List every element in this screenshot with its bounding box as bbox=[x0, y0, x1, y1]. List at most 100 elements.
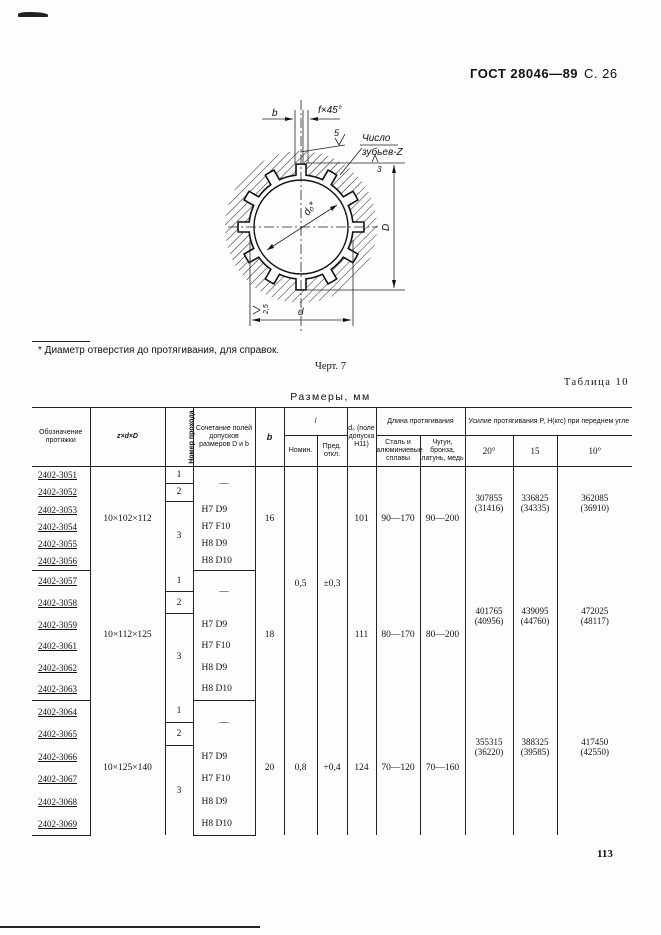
label-roughness-top: 5 bbox=[334, 128, 340, 138]
table-body: 2402-3051 10×102×112 1—16 0,5 ±0,3 101 90—170 9… bbox=[32, 466, 633, 836]
force-newton: 472025 bbox=[581, 605, 609, 616]
combo-cell: H8 D9 bbox=[192, 535, 255, 553]
designation-cell: 2402-3058 bbox=[32, 591, 91, 614]
designation-cell: 2402-3052 bbox=[32, 483, 91, 502]
force-newton: 336825 bbox=[521, 493, 549, 504]
table-row: 2402-3058 2 bbox=[32, 591, 632, 615]
b-cell: 20 bbox=[254, 700, 285, 836]
force-kgf: (44760) bbox=[520, 615, 550, 626]
pass-number-cell: 1 bbox=[164, 570, 194, 593]
designation-cell: 2402-3054 bbox=[32, 518, 91, 536]
combo-cell: H7 D9 bbox=[192, 613, 255, 636]
combo-cell: H7 D9 bbox=[192, 501, 255, 519]
combo-cell: H8 D9 bbox=[192, 790, 255, 813]
hatched-section bbox=[225, 151, 377, 303]
force-kgf: (48117) bbox=[580, 615, 609, 626]
d0-cell: 101 bbox=[346, 466, 377, 571]
force-kgf: (31416) bbox=[474, 503, 504, 514]
force-cell: 355315 (36220) bbox=[464, 700, 514, 836]
designation-cell: 2402-3055 bbox=[32, 535, 91, 553]
force-kgf: (34335) bbox=[520, 503, 550, 514]
designation-cell: 2402-3064 bbox=[32, 700, 91, 723]
force-kgf: (36220) bbox=[474, 747, 504, 758]
table-row: 2402-3068 H8 D9 bbox=[32, 790, 632, 813]
footnote-divider bbox=[32, 341, 90, 342]
combo-cell: H7 F10 bbox=[192, 767, 255, 791]
l-deviation-cell: +0,4 bbox=[316, 700, 348, 836]
table-row: 2402-3063 H8 D10 bbox=[32, 678, 632, 701]
table-row: 2402-3059 3 H7 D9 bbox=[32, 613, 632, 701]
header-l-dev: Пред. откл. bbox=[316, 435, 348, 467]
combo-cell: — bbox=[192, 700, 256, 746]
force-cell: 336825 (34335) bbox=[512, 466, 558, 571]
force-kgf: (40956) bbox=[474, 615, 504, 626]
designation-cell: 2402-3057 bbox=[32, 570, 91, 592]
force-newton: 388325 bbox=[521, 737, 549, 748]
combo-cell: H7 F10 bbox=[192, 635, 255, 658]
table-row: 2402-3067 H7 F10 bbox=[32, 767, 632, 791]
designation-cell: 2402-3066 bbox=[32, 745, 91, 768]
force-newton: 307855 bbox=[475, 493, 503, 504]
label-d0: d₀* bbox=[302, 199, 319, 217]
designation-cell: 2402-3056 bbox=[32, 552, 91, 571]
header-length-steel: Сталь и алюминиевые сплавы bbox=[375, 435, 423, 467]
pass-number-cell: 1 bbox=[164, 700, 194, 724]
designation-cell: 2402-3062 bbox=[32, 657, 91, 679]
designation-cell: 2402-3061 bbox=[32, 635, 91, 658]
pass-number-cell: 2 bbox=[164, 722, 193, 746]
table-row: 2402-3069 H8 D10 bbox=[32, 812, 632, 836]
combo-cell: H8 D9 bbox=[192, 657, 255, 679]
zdD-cell: 10×125×140 bbox=[89, 700, 166, 836]
header-l: l bbox=[283, 407, 348, 436]
length-steel-cell: 90—170 bbox=[375, 466, 421, 571]
table-row: 2402-3056 H8 D10 bbox=[32, 552, 632, 571]
header-angle-20: 20° bbox=[464, 435, 514, 467]
header-l-nom: Номин. bbox=[284, 435, 318, 467]
force-cell: 439095 (44760) bbox=[512, 570, 558, 701]
standard-number: ГОСТ 28046—89 bbox=[470, 66, 579, 81]
label-teeth-count-1: Число bbox=[362, 133, 391, 144]
label-chamfer: f×45° bbox=[318, 105, 342, 116]
pass-number-cell: 2 bbox=[164, 591, 193, 615]
table-row: 2402-3055 H8 D9 bbox=[32, 535, 632, 553]
header-angle-10: 10° bbox=[556, 435, 633, 467]
zdD-cell: 10×102×112 bbox=[89, 466, 166, 571]
force-kgf: (39585) bbox=[520, 747, 550, 758]
combo-cell: — bbox=[192, 466, 256, 502]
l-nominal-cell: 0,8 bbox=[283, 700, 318, 836]
designation-cell: 2402-3068 bbox=[32, 790, 91, 813]
pass-number-cell: 3 bbox=[164, 745, 194, 836]
table-row: 2402-3057 10×112×125 1—18 111 80—170 80—200 40… bbox=[32, 570, 633, 701]
combo-cell: H8 D10 bbox=[192, 812, 255, 836]
force-cell: 401765 (40956) bbox=[464, 570, 514, 701]
figure-caption: Черт. 7 bbox=[315, 361, 346, 372]
standard-header: ГОСТ 28046—89 С. 26 bbox=[470, 66, 618, 81]
force-newton: 355315 bbox=[475, 737, 503, 748]
label-roughness-right: 3 bbox=[377, 165, 382, 174]
force-newton: 439095 bbox=[521, 605, 549, 616]
header-pass-no: Номер прохода bbox=[164, 407, 195, 467]
table-row: 2402-3051 10×102×112 1—16 0,5 ±0,3 101 90—170 9… bbox=[32, 466, 633, 701]
pass-number-cell: 3 bbox=[164, 501, 194, 571]
label-D: D bbox=[381, 224, 392, 231]
length-steel-cell: 70—120 bbox=[375, 700, 421, 836]
force-kgf: (42550) bbox=[580, 747, 610, 758]
label-teeth-count-2: зубьев-Z bbox=[361, 146, 404, 158]
label-roughness-bottom: 2,5 bbox=[263, 304, 270, 315]
table-row: 2402-3065 2 bbox=[32, 722, 632, 746]
force-newton: 401765 bbox=[475, 605, 503, 616]
pass-number-cell: 2 bbox=[164, 483, 193, 502]
force-cell: 472025 (48117) bbox=[556, 570, 633, 701]
d0-cell: 124 bbox=[346, 700, 377, 836]
l-nominal-cell: 0,5 bbox=[283, 466, 318, 701]
designation-cell: 2402-3067 bbox=[32, 767, 91, 791]
force-cell: 388325 (39585) bbox=[512, 700, 558, 836]
zdD-cell: 10×112×125 bbox=[89, 570, 166, 701]
table-title: Таблица 10 bbox=[563, 377, 629, 388]
combo-cell: H8 D10 bbox=[192, 678, 255, 701]
header-length-cast: Чугун, бронза, латунь, медь bbox=[419, 435, 466, 467]
page-ref: С. 26 bbox=[584, 66, 618, 81]
designation-cell: 2402-3065 bbox=[32, 722, 91, 746]
length-steel-cell: 80—170 bbox=[375, 570, 421, 701]
